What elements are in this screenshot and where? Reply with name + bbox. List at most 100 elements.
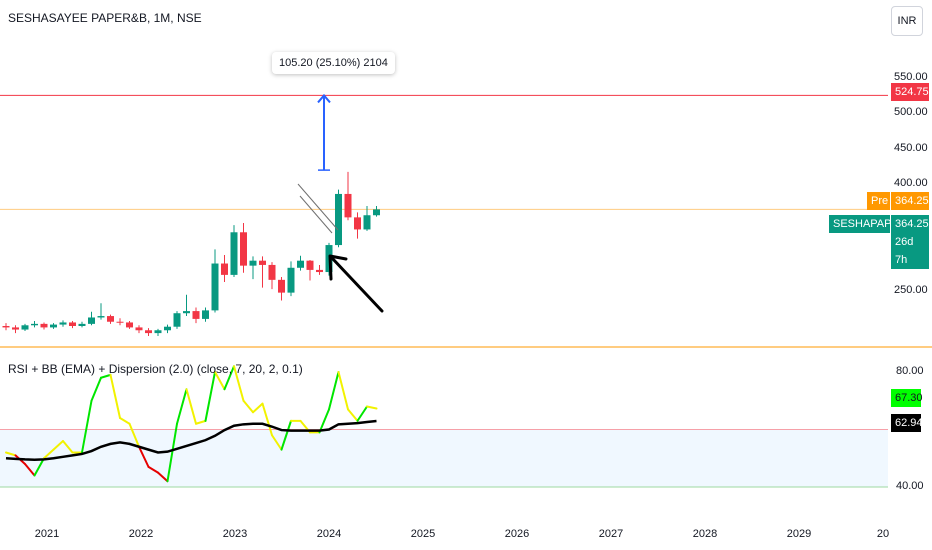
candle-body bbox=[316, 269, 323, 273]
time-tick-label: 2028 bbox=[692, 528, 718, 540]
candle-body bbox=[88, 317, 95, 324]
price-lines-layer bbox=[0, 94, 932, 348]
candle-body bbox=[145, 330, 152, 334]
candle-body bbox=[78, 323, 86, 326]
candle bbox=[344, 171, 352, 221]
time-tick-label: 2023 bbox=[222, 528, 248, 540]
price-tick-label: 400.00 bbox=[894, 177, 928, 189]
rsi-line-segment bbox=[233, 365, 245, 402]
candle-body bbox=[259, 260, 266, 265]
candle bbox=[107, 314, 114, 324]
rsi-value-tag: 67.30 bbox=[891, 389, 923, 407]
rsi-pane bbox=[0, 365, 888, 488]
rsi-line-segment bbox=[5, 451, 17, 457]
rsi-line-segment bbox=[52, 440, 64, 451]
candle bbox=[192, 307, 200, 324]
drawing-layer bbox=[297, 183, 384, 313]
time-tick-label: 2021 bbox=[34, 528, 60, 540]
candle bbox=[211, 249, 219, 313]
measure-arrow-head bbox=[317, 93, 331, 104]
rsi-tick-label: 80.00 bbox=[896, 365, 924, 377]
candle bbox=[259, 256, 266, 288]
rsi-line-segment bbox=[223, 365, 235, 391]
rsi-line-segment bbox=[24, 463, 36, 477]
candle-body bbox=[268, 264, 276, 280]
candle-body bbox=[50, 324, 57, 328]
candle-body bbox=[69, 322, 76, 326]
candle bbox=[268, 262, 276, 290]
candle bbox=[278, 277, 285, 301]
rsi-line-segment bbox=[328, 371, 340, 411]
rsi-line-segment bbox=[109, 373, 121, 419]
candle-body bbox=[278, 279, 285, 293]
rsi-line-segment bbox=[356, 405, 368, 422]
rsi-line-segment bbox=[147, 465, 159, 474]
annotation-arrow-shaft bbox=[330, 256, 384, 313]
time-tick-label: 2027 bbox=[598, 528, 624, 540]
candle bbox=[230, 225, 238, 278]
time-tick-label: 2024 bbox=[316, 528, 342, 540]
rsi-band-fill bbox=[0, 429, 888, 487]
time-tick-label: 2025 bbox=[410, 528, 436, 540]
candle bbox=[88, 311, 95, 326]
candle bbox=[173, 311, 181, 329]
price-tick-label: 550.00 bbox=[894, 70, 928, 83]
candle-body bbox=[240, 232, 247, 266]
candle-body bbox=[230, 232, 238, 275]
candle bbox=[97, 303, 105, 320]
last-price-tag: 364.25 bbox=[891, 215, 929, 233]
candle bbox=[12, 325, 19, 334]
candle bbox=[50, 323, 57, 329]
rsi-line-segment bbox=[90, 376, 102, 402]
rsi-line-segment bbox=[271, 434, 283, 451]
rsi-line-segment bbox=[280, 419, 292, 451]
rsi-line-segment bbox=[33, 457, 45, 477]
candle-body bbox=[297, 260, 304, 268]
candle bbox=[164, 324, 171, 334]
pre-market-price-tag: 364.25 bbox=[891, 192, 929, 210]
currency-button[interactable]: INR bbox=[891, 6, 923, 36]
candle bbox=[363, 206, 371, 231]
rsi-line-segment bbox=[157, 471, 169, 483]
candle-body bbox=[154, 330, 162, 334]
rsi-line-segment bbox=[62, 440, 74, 454]
candle-body bbox=[306, 260, 314, 270]
candle bbox=[116, 318, 124, 326]
rsi-line-segment bbox=[337, 371, 349, 411]
candle bbox=[135, 325, 143, 334]
candle-body bbox=[344, 193, 352, 218]
candle bbox=[316, 264, 323, 275]
candle-body bbox=[107, 316, 114, 322]
rsi-line-segment bbox=[195, 419, 207, 425]
candle bbox=[202, 307, 209, 322]
candle-body bbox=[363, 215, 371, 230]
candle bbox=[335, 189, 342, 248]
candle bbox=[59, 320, 67, 327]
candle bbox=[297, 255, 304, 271]
rsi-basis-line bbox=[5, 419, 377, 461]
time-tick-label: 2029 bbox=[786, 528, 812, 540]
rsi-line-segment bbox=[119, 417, 131, 425]
candle-body bbox=[40, 323, 48, 328]
price-tick-label: 250.00 bbox=[894, 283, 928, 296]
trendline-lower bbox=[299, 195, 333, 234]
candle-body bbox=[173, 313, 181, 327]
candle bbox=[306, 259, 314, 281]
pre-market-label-tag: Pre bbox=[867, 192, 890, 210]
candle-body bbox=[21, 325, 29, 330]
candle bbox=[78, 321, 86, 328]
rsi-line-segment bbox=[185, 388, 197, 425]
rsi-line-segment bbox=[43, 448, 55, 460]
rsi-line-segment bbox=[128, 422, 140, 448]
symbol-title: SESHASAYEE PAPER&B, 1M, NSE bbox=[8, 11, 202, 25]
target-price-tag: 524.75 bbox=[891, 83, 929, 101]
rsi-line-segment bbox=[166, 422, 178, 483]
indicator-title[interactable]: RSI + BB (EMA) + Dispersion (2.0) (close… bbox=[8, 362, 303, 376]
candle bbox=[126, 321, 133, 329]
candle-body bbox=[211, 263, 219, 311]
candle bbox=[240, 223, 247, 273]
measure-tool[interactable] bbox=[317, 93, 331, 171]
candle-body bbox=[2, 326, 10, 328]
annotation-arrow-head bbox=[328, 254, 348, 281]
